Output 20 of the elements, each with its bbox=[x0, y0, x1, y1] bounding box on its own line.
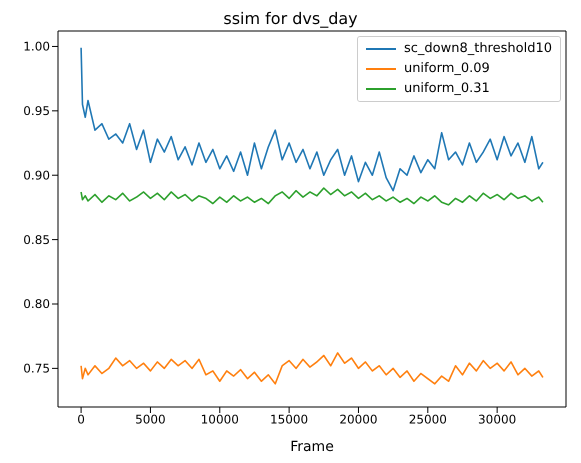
x-tick-label: 25000 bbox=[408, 412, 447, 427]
legend-label: uniform_0.31 bbox=[404, 80, 490, 98]
line-series bbox=[80, 352, 544, 385]
x-tick-label: 30000 bbox=[478, 412, 516, 427]
x-tick-label: 0 bbox=[77, 412, 85, 427]
legend-label: uniform_0.09 bbox=[404, 60, 490, 78]
y-tick-label: 0.85 bbox=[23, 232, 50, 247]
y-tick-label: 0.75 bbox=[23, 362, 50, 376]
line-series bbox=[80, 187, 544, 206]
x-tick-label: 10000 bbox=[200, 412, 239, 427]
x-tick-label: 15000 bbox=[270, 412, 308, 427]
y-tick-label: 1.00 bbox=[23, 40, 50, 54]
y-tick-label: 0.80 bbox=[23, 297, 50, 312]
y-tick-label: 0.95 bbox=[23, 104, 50, 118]
y-tick-label: 0.90 bbox=[23, 168, 50, 182]
x-tick-label: 20000 bbox=[339, 412, 378, 427]
chart-title: ssim for dvs_day bbox=[222, 8, 359, 30]
legend-label: sc_down8_threshold10 bbox=[404, 40, 552, 58]
x-axis-title: Frame bbox=[290, 439, 334, 455]
x-tick-label: 5000 bbox=[135, 412, 166, 427]
